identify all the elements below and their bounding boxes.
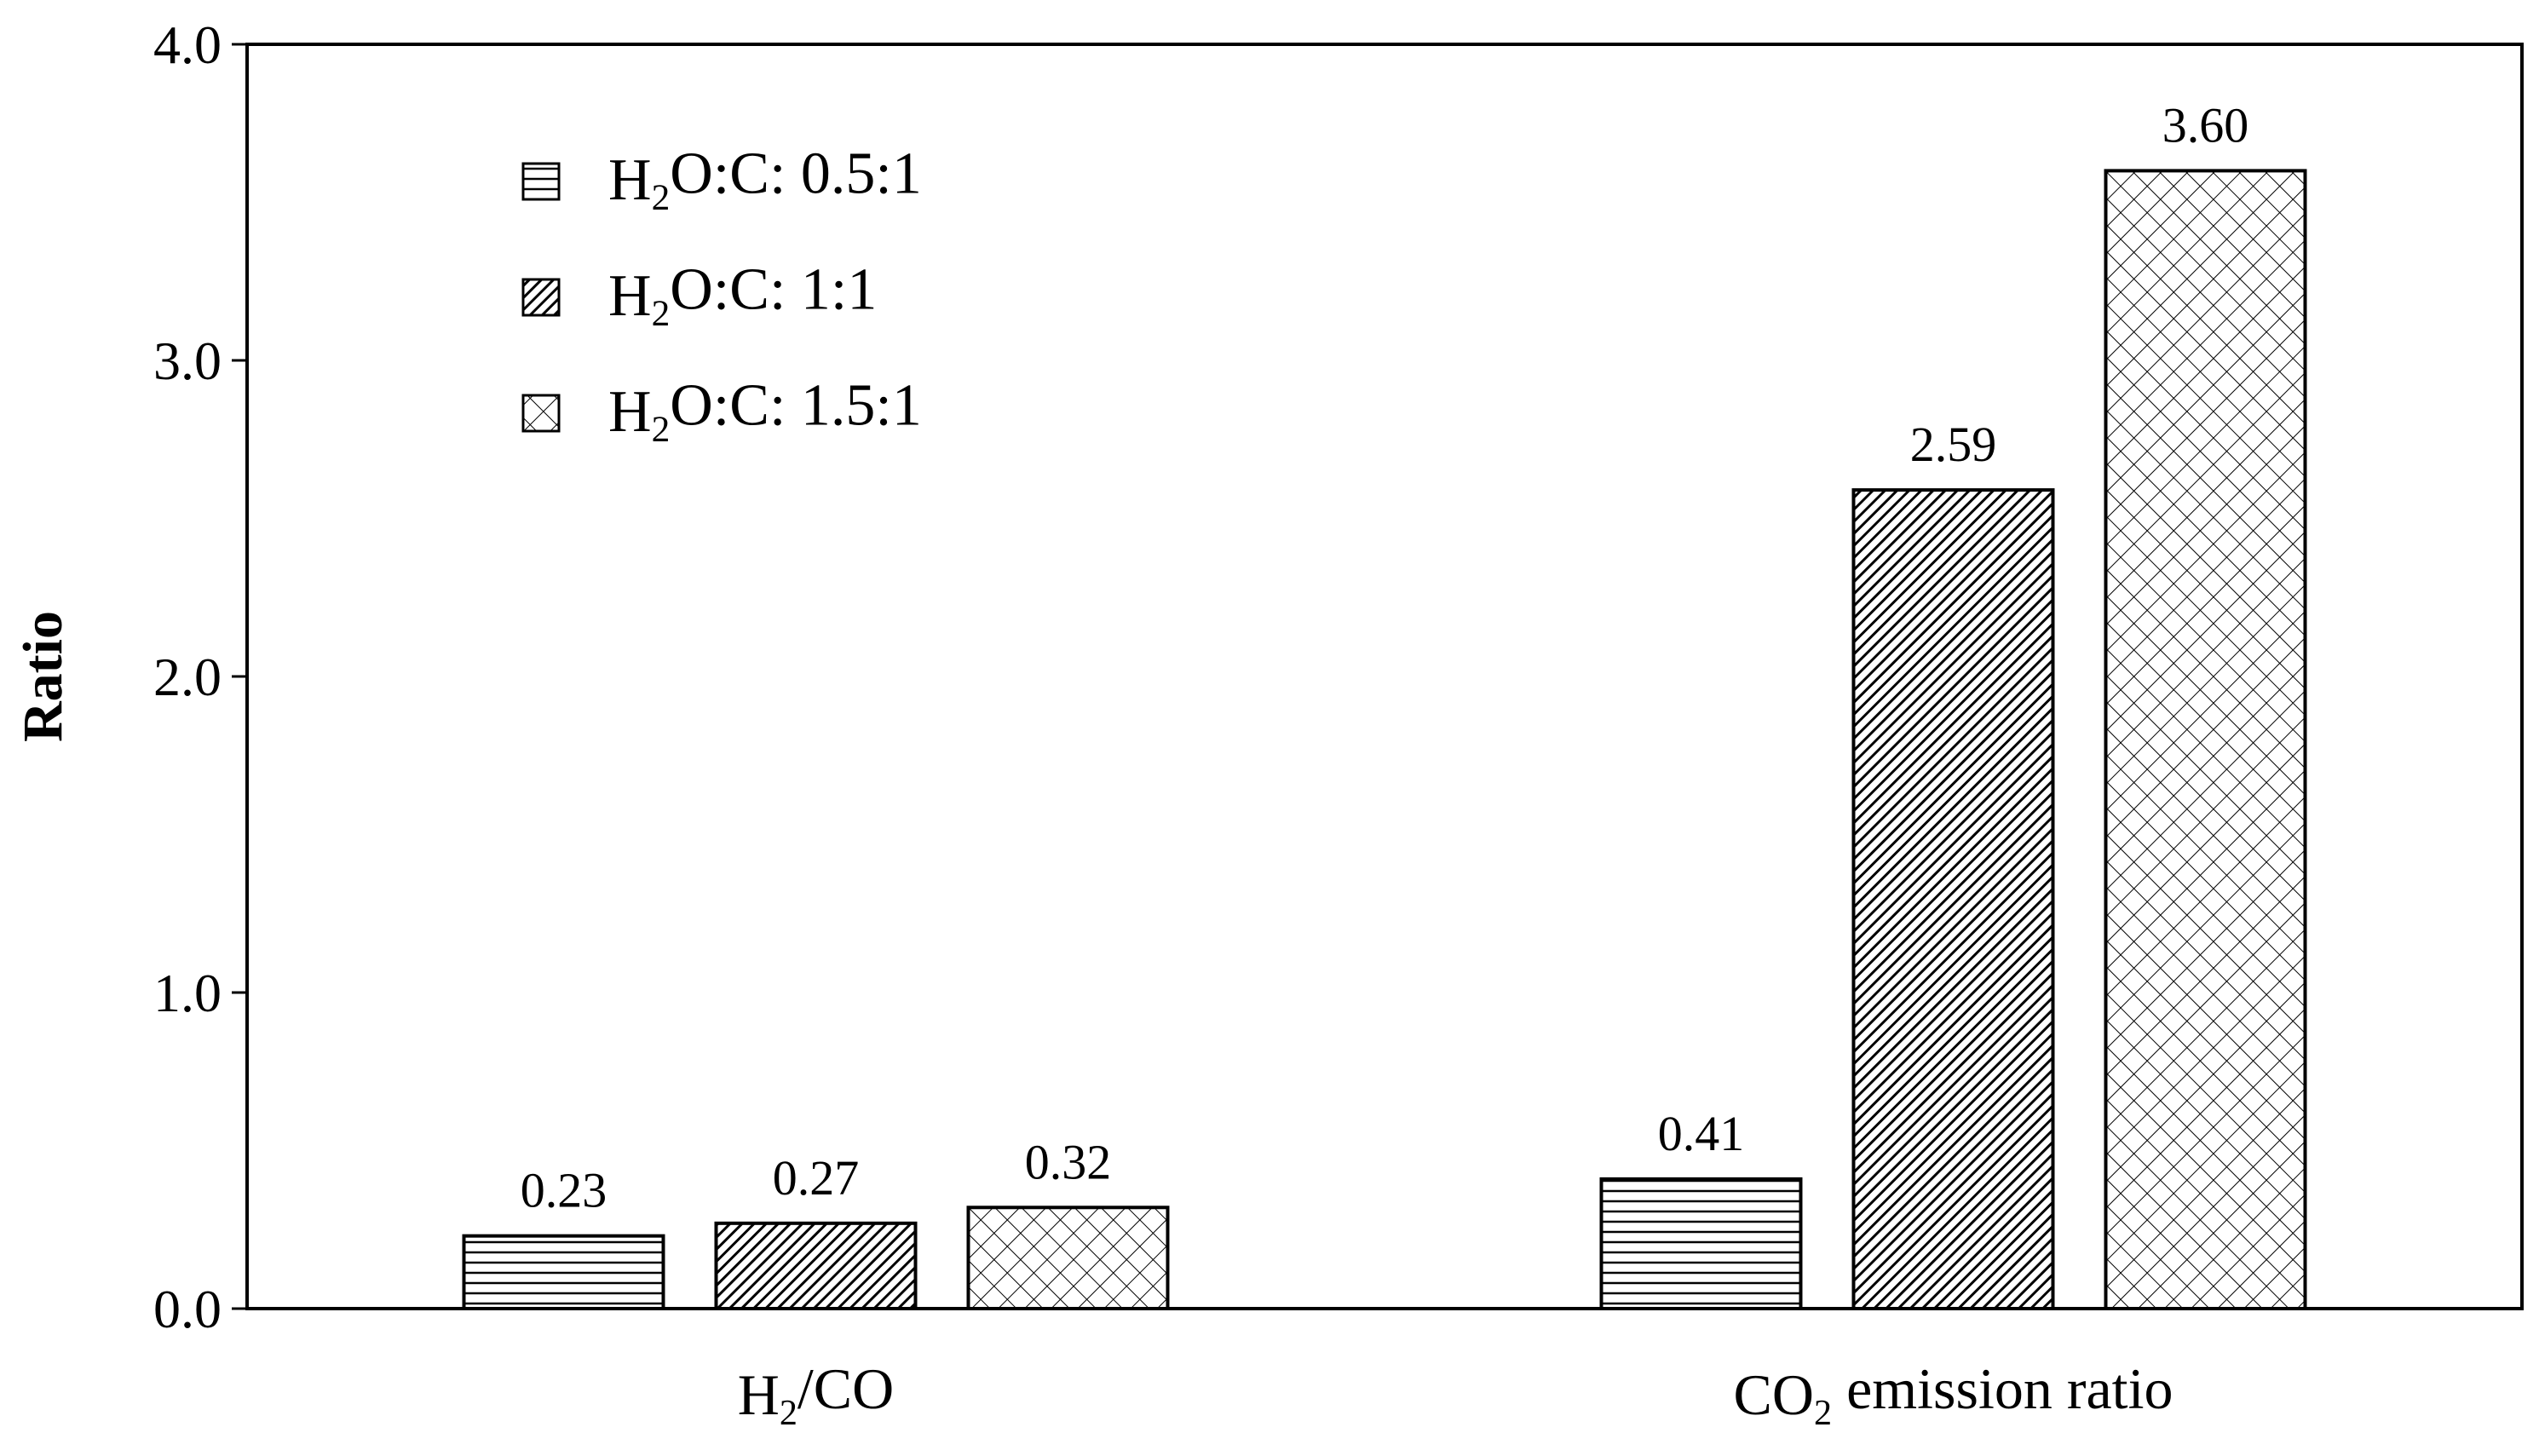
data-label: 2.59 [1910, 417, 1997, 472]
y-tick-label: 1.0 [153, 963, 222, 1023]
value-labels: 0.23 0.27 0.32 0.41 2.59 3.60 [521, 97, 2249, 1217]
y-axis-title: Ratio [12, 611, 74, 742]
x-category-label-text-rest: /CO [797, 1356, 894, 1421]
legend-swatch [521, 394, 561, 433]
legend-entry-subscript: 2 [652, 177, 671, 218]
legend-entry-text-rest: O:C: 1.5:1 [670, 373, 922, 439]
legend-entry-subscript: 2 [652, 409, 671, 450]
legend-entry: H2O:C: 1.5:1 [608, 373, 922, 451]
bar-series-1-category-2 [1599, 1177, 1803, 1311]
legend-entry-text-rest: O:C: 0.5:1 [670, 141, 922, 207]
data-label: 0.41 [1658, 1106, 1745, 1161]
data-label: 3.60 [2162, 97, 2249, 153]
legend-entry-text: H [608, 263, 652, 329]
x-category-label-text: CO [1734, 1362, 1814, 1427]
legend-entry-text: H [608, 379, 652, 445]
x-category-label-subscript: 2 [1814, 1393, 1832, 1433]
legend-entry: H2O:C: 0.5:1 [608, 141, 922, 219]
x-category-label-text: H [738, 1362, 780, 1427]
y-tick-label: 0.0 [153, 1279, 222, 1339]
x-category-label-subscript: 2 [780, 1393, 797, 1433]
bar-series-3-category-1 [966, 1206, 1170, 1311]
data-label: 0.32 [1025, 1134, 1112, 1189]
legend-entry-text: H [608, 147, 652, 213]
y-tick-label: 3.0 [153, 331, 222, 391]
x-category-label: CO2 emission ratio [1734, 1356, 2173, 1433]
bar-series-1-category-1 [462, 1234, 665, 1311]
plot-frame [245, 43, 2524, 1310]
legend-entry-text-rest: O:C: 1:1 [670, 257, 877, 323]
y-tick-label: 2.0 [153, 647, 222, 707]
data-label: 0.23 [521, 1163, 607, 1218]
bar-series-3-category-2 [2104, 169, 2307, 1310]
y-tick-label: 4.0 [153, 14, 222, 75]
bar-series-2-category-2 [1851, 488, 2055, 1310]
legend-swatch [521, 162, 561, 201]
legend-entry: H2O:C: 1:1 [608, 257, 877, 335]
bars [462, 169, 2307, 1311]
legend-entry-subscript: 2 [652, 293, 671, 334]
x-category-label-text-rest: emission ratio [1832, 1356, 2173, 1421]
x-category-label: H2/CO [738, 1356, 895, 1433]
data-label: 0.27 [773, 1150, 860, 1206]
bar-series-2-category-1 [714, 1221, 918, 1310]
legend-swatch [521, 278, 561, 317]
